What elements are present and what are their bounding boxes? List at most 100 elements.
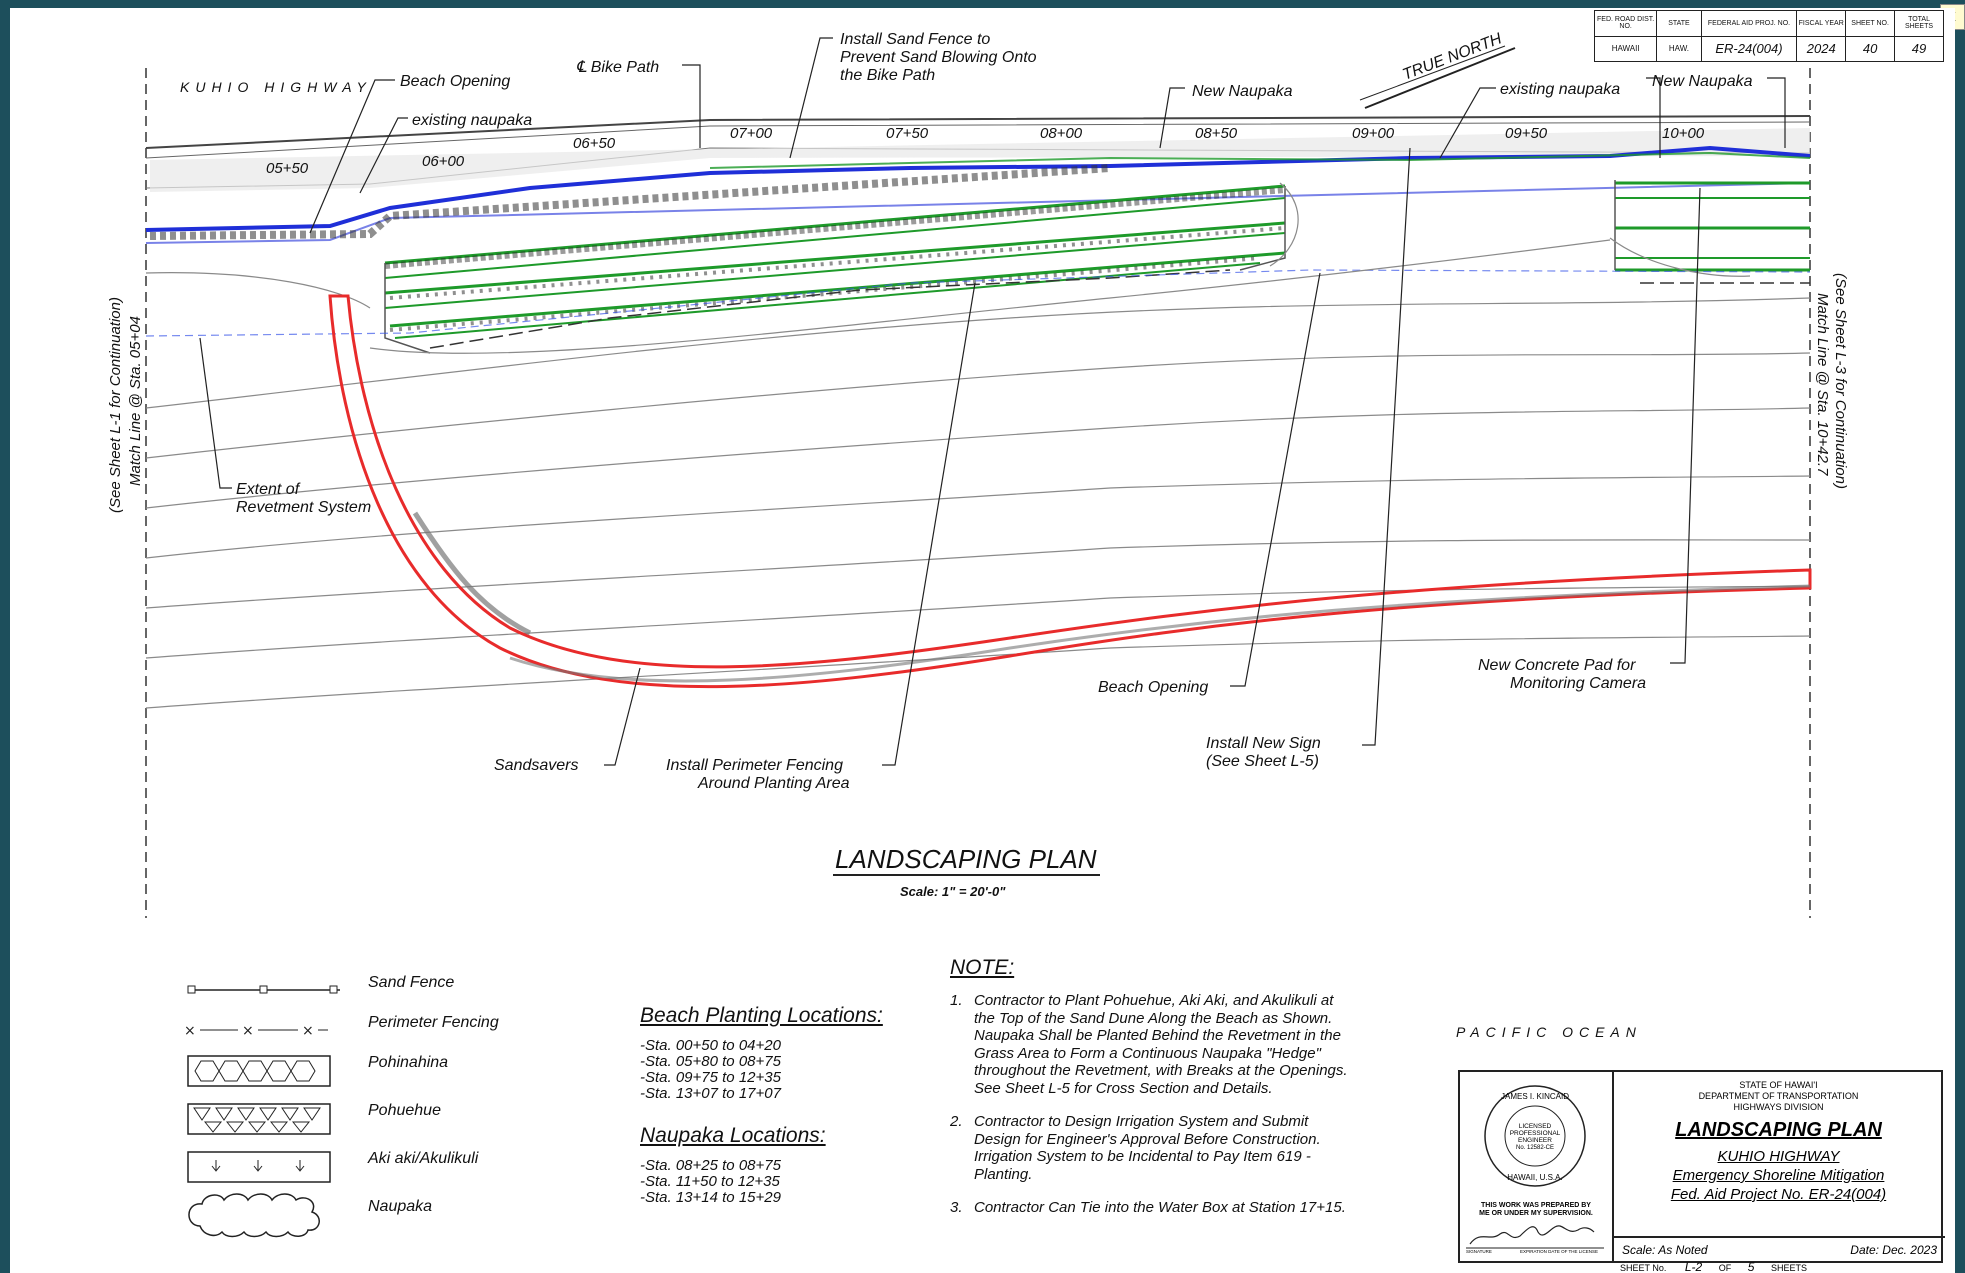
beach-planting-list: -Sta. 00+50 to 04+20 -Sta. 05+80 to 08+7…	[640, 1038, 781, 1102]
beach-planting-item: -Sta. 00+50 to 04+20	[640, 1038, 781, 1054]
station-label: 08+00	[1040, 125, 1083, 142]
seal-line: PROFESSIONAL	[1510, 1130, 1561, 1137]
planting-area-2	[1615, 180, 1810, 283]
note-item: 3. Contractor Can Tie into the Water Box…	[950, 1199, 1348, 1217]
of-total-value: 5	[1748, 1260, 1755, 1273]
note-line: See Sheet L-5 for Cross Section and Deta…	[974, 1080, 1348, 1098]
perimeter-fencing-icon: × × ×	[184, 1023, 328, 1039]
sand-fence-label-1: Install Sand Fence to	[840, 31, 990, 48]
perimeter-label-2: Around Planting Area	[697, 775, 850, 792]
expiration-label: EXPIRATION DATE OF THE LICENSE	[1520, 1249, 1598, 1254]
concrete-pad-label-2: Monitoring Camera	[1510, 675, 1646, 692]
station-label: 05+50	[266, 160, 309, 177]
title-block-info: STATE OF HAWAI'I DEPARTMENT OF TRANSPORT…	[1612, 1072, 1943, 1261]
note-line: Contractor to Plant Pohuehue, Aki Aki, a…	[974, 992, 1348, 1010]
title-block: LICENSED PROFESSIONAL ENGINEER No. 12582…	[1458, 1070, 1943, 1263]
note-number: 3.	[950, 1199, 963, 1217]
note-number: 1.	[950, 992, 963, 1010]
match-line-left-1: (See Sheet L-1 for Continuation)	[107, 297, 124, 513]
station-label: 07+50	[886, 125, 929, 142]
naupaka-locations-title: Naupaka Locations:	[640, 1124, 826, 1148]
existing-naupaka-label-2: existing naupaka	[1500, 81, 1620, 98]
note-item: 1. Contractor to Plant Pohuehue, Aki Aki…	[950, 992, 1348, 1097]
concrete-pad-label-1: New Concrete Pad for	[1478, 657, 1636, 674]
true-north-label: TRUE NORTH	[1400, 30, 1504, 84]
legend-symbols: × × ×	[180, 968, 360, 1248]
match-line-right-2: Match Line @ Sta. 10+42.7	[1814, 293, 1831, 476]
engineer-seal: LICENSED PROFESSIONAL ENGINEER No. 12582…	[1460, 1072, 1610, 1192]
naupaka-location-item: -Sta. 13+14 to 15+29	[640, 1190, 781, 1206]
supervision-statement: THIS WORK WAS PREPARED BY ME OR UNDER MY…	[1464, 1202, 1608, 1218]
engineer-seal-panel: LICENSED PROFESSIONAL ENGINEER No. 12582…	[1460, 1072, 1610, 1261]
note-item: 2. Contractor to Design Irrigation Syste…	[950, 1113, 1348, 1183]
note-number: 2.	[950, 1113, 963, 1131]
highway-label: KUHIO HIGHWAY	[180, 79, 372, 95]
legend-label-sand-fence: Sand Fence	[368, 974, 454, 992]
cloud-outline-icon	[189, 1194, 319, 1237]
sand-fence-label-3: the Bike Path	[840, 67, 935, 84]
naupaka-locations-list: -Sta. 08+25 to 08+75 -Sta. 11+50 to 12+3…	[640, 1158, 781, 1206]
beach-opening-bottom-label: Beach Opening	[1098, 679, 1208, 696]
seal-state: HAWAII, U.S.A.	[1507, 1173, 1562, 1182]
sheet-title: LANDSCAPING PLAN	[1614, 1119, 1943, 1142]
division-name: HIGHWAYS DIVISION	[1614, 1102, 1943, 1113]
legend-label-pohuehue: Pohuehue	[368, 1102, 441, 1120]
landscaping-plan-drawing: KUHIO HIGHWAY Beach Opening existing nau…	[10, 8, 1955, 1008]
ocean-label: PACIFIC OCEAN	[1456, 1024, 1642, 1040]
legend-label-naupaka: Naupaka	[368, 1198, 432, 1216]
bike-path-surface	[150, 128, 1810, 192]
triangle-pattern-icon	[188, 1104, 330, 1134]
station-label: 08+50	[1195, 125, 1238, 142]
signature-label: SIGNATURE	[1466, 1249, 1492, 1254]
perimeter-label-1: Install Perimeter Fencing	[666, 757, 843, 774]
station-label: 06+50	[573, 135, 616, 152]
agency-block: STATE OF HAWAI'I DEPARTMENT OF TRANSPORT…	[1614, 1080, 1943, 1113]
seal-line: No. 12582-CE	[1516, 1145, 1554, 1151]
station-label: 07+00	[730, 125, 773, 142]
road-name: KUHIO HIGHWAY	[1614, 1148, 1943, 1165]
new-sign-label-1: Install New Sign	[1206, 735, 1321, 752]
note-line: Contractor to Design Irrigation System a…	[974, 1113, 1348, 1131]
hexagon-pattern-icon	[188, 1056, 330, 1086]
arrow-pattern-icon	[188, 1152, 330, 1182]
department-name: DEPARTMENT OF TRANSPORTATION	[1614, 1091, 1943, 1102]
state-name: STATE OF HAWAI'I	[1614, 1080, 1943, 1091]
date-text: Date: Dec. 2023	[1850, 1243, 1937, 1257]
project-name: Emergency Shoreline Mitigation	[1614, 1167, 1943, 1184]
sandsavers-label: Sandsavers	[494, 757, 579, 774]
svg-text:×: ×	[242, 1023, 254, 1039]
existing-naupaka-label-1: existing naupaka	[412, 112, 532, 129]
sheet-no-label: SHEET No.	[1620, 1263, 1666, 1273]
scale-text: Scale: As Noted	[1622, 1243, 1708, 1257]
station-label: 10+00	[1662, 125, 1705, 142]
plan-scale: Scale: 1" = 20'-0"	[900, 884, 1006, 899]
new-sign-label-2: (See Sheet L-5)	[1206, 753, 1319, 770]
supervision-line: ME OR UNDER MY SUPERVISION.	[1464, 1210, 1608, 1218]
match-line-left-2: Match Line @ Sta. 05+04	[127, 316, 144, 486]
beach-planting-item: -Sta. 09+75 to 12+35	[640, 1070, 781, 1086]
station-label: 06+00	[422, 153, 465, 170]
notes-list: 1. Contractor to Plant Pohuehue, Aki Aki…	[950, 992, 1348, 1217]
note-line: Design for Engineer's Approval Before Co…	[974, 1131, 1348, 1149]
station-label: 09+00	[1352, 125, 1395, 142]
sheet-no-value: L-2	[1685, 1260, 1702, 1273]
extent-label-2: Revetment System	[236, 499, 371, 516]
note-line: Planting.	[974, 1166, 1348, 1184]
scale-date-row: Scale: As Noted Date: Dec. 2023	[1614, 1236, 1945, 1261]
note-line: Contractor Can Tie into the Water Box at…	[974, 1199, 1348, 1217]
note-line: Irrigation System to be Incidental to Pa…	[974, 1148, 1348, 1166]
note-line: throughout the Revetment, with Breaks at…	[974, 1062, 1348, 1080]
beach-planting-title: Beach Planting Locations:	[640, 1004, 883, 1028]
beach-planting-item: -Sta. 13+07 to 17+07	[640, 1086, 781, 1102]
svg-text:×: ×	[302, 1023, 314, 1039]
note-line: the Top of the Sand Dune Along the Beach…	[974, 1010, 1348, 1028]
seal-name: JAMES I. KINCAID	[1501, 1092, 1569, 1101]
new-naupaka-label-1: New Naupaka	[1192, 83, 1293, 100]
beach-planting-item: -Sta. 05+80 to 08+75	[640, 1054, 781, 1070]
note-line: Grass Area to Form a Continuous Naupaka …	[974, 1045, 1348, 1063]
of-label: OF	[1719, 1263, 1732, 1273]
planting-area-1	[385, 186, 1285, 353]
sheets-label: SHEETS	[1771, 1263, 1807, 1273]
legend-label-aki-aki: Aki aki/Akulikuli	[368, 1150, 478, 1168]
